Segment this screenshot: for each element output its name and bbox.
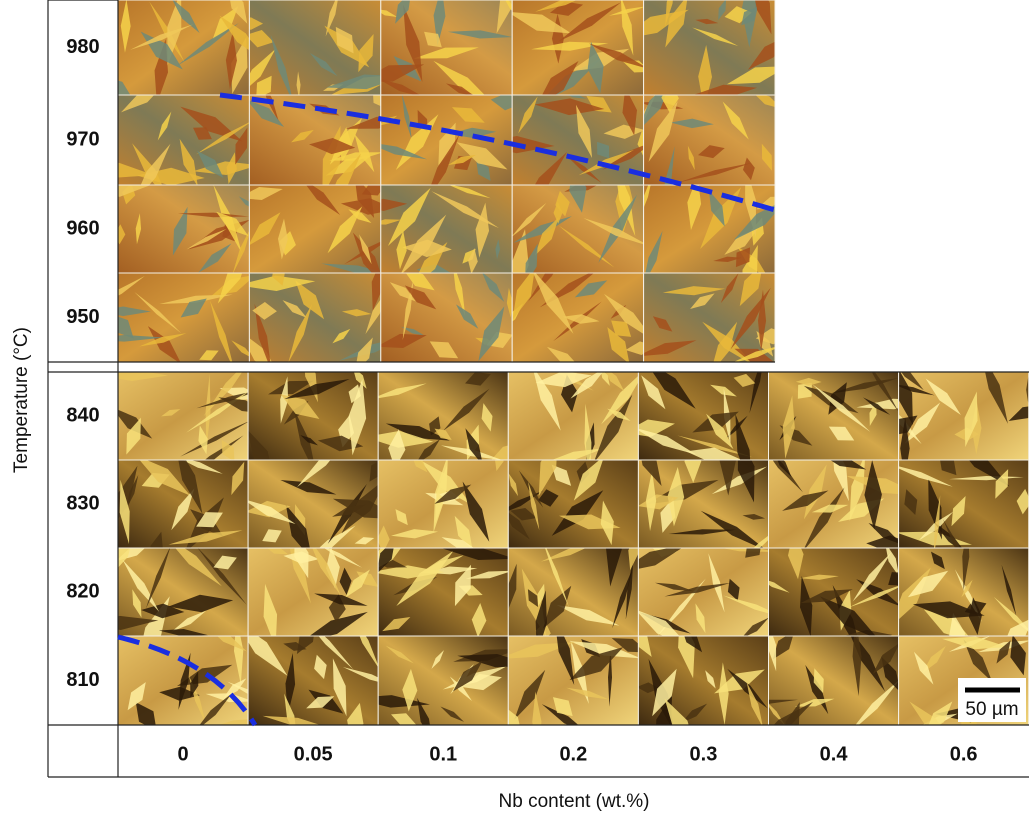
micrograph	[376, 261, 512, 362]
micrograph	[108, 441, 248, 563]
micrograph	[636, 263, 789, 374]
row-label: 980	[66, 36, 99, 58]
micrograph-texture	[237, 0, 405, 104]
y-axis-label: Temperature (°C)	[11, 327, 32, 473]
micrograph-texture	[365, 372, 528, 469]
column-label: 0.3	[690, 743, 718, 765]
micrograph	[248, 530, 378, 647]
micrograph	[357, 0, 523, 105]
row-label: 810	[66, 669, 99, 691]
micrograph	[617, 540, 788, 644]
micrograph-texture	[376, 261, 512, 362]
column-label: 0	[177, 743, 188, 765]
micrograph-texture	[357, 0, 523, 105]
micrograph	[237, 0, 405, 104]
micrograph-base	[508, 460, 638, 548]
micrograph	[507, 0, 651, 107]
row-label: 960	[66, 217, 99, 239]
x-axis-label: Nb content (wt.%)	[499, 791, 650, 812]
micrograph	[377, 450, 508, 553]
micrograph	[365, 372, 528, 469]
micrograph-texture	[636, 263, 789, 374]
micrograph-texture	[619, 0, 791, 109]
column-label: 0.4	[820, 743, 849, 765]
row-label: 950	[66, 306, 99, 328]
micrograph-texture	[238, 175, 397, 288]
row-label: 830	[66, 492, 99, 514]
page: 50 µm Temperature (°C) Nb content (wt.%)…	[0, 0, 1029, 817]
row-label: 840	[66, 404, 99, 426]
micrograph-texture	[377, 450, 508, 553]
micrograph	[88, 180, 255, 274]
column-label: 0.1	[429, 743, 457, 765]
micrograph-texture	[360, 184, 512, 288]
figure: 50 µm Temperature (°C) Nb content (wt.%)…	[0, 0, 1029, 817]
column-label: 0.6	[950, 743, 978, 765]
micrograph-texture	[103, 0, 263, 104]
micrograph	[498, 615, 649, 752]
scale-bar-label: 50 µm	[965, 699, 1018, 720]
micrograph	[360, 184, 512, 288]
micrograph	[238, 175, 397, 288]
micrograph-texture	[88, 180, 255, 274]
micrograph-base	[638, 372, 768, 460]
micrograph-grid	[82, 0, 1029, 757]
micrograph	[619, 0, 791, 109]
row-label: 970	[66, 128, 99, 150]
micrograph-texture	[507, 0, 651, 107]
micrograph	[103, 0, 263, 104]
column-label: 0.2	[559, 743, 587, 765]
micrograph-texture	[617, 540, 788, 644]
column-label: 0.05	[294, 743, 333, 765]
row-label: 820	[66, 580, 99, 602]
